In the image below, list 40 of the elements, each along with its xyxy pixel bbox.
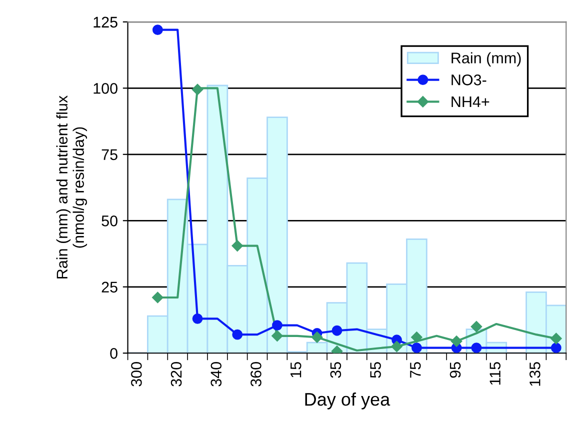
point	[192, 84, 204, 96]
point	[550, 342, 562, 354]
y-tick-label: 25	[102, 282, 118, 293]
x-tick-label: 135	[530, 362, 540, 386]
point	[232, 329, 243, 340]
x-axis-title: Day of yea	[305, 392, 390, 410]
x-tick-label: 95	[450, 362, 461, 378]
point	[152, 24, 163, 36]
point	[450, 336, 462, 347]
x-tick-label: 360	[250, 362, 262, 386]
y-tick-label: 75	[102, 149, 118, 160]
x-tick-label: 300	[131, 362, 142, 386]
y-tick-label: 125	[94, 16, 118, 28]
x-tick-label: 320	[170, 362, 182, 386]
x-tick-label: 35	[330, 362, 342, 378]
legend-label: NH4+	[452, 96, 490, 108]
point	[152, 292, 164, 304]
point	[471, 342, 482, 354]
point	[332, 325, 342, 336]
legend-label: NO3-	[452, 74, 486, 86]
point	[272, 330, 283, 342]
legend-label: Rain (mm)	[452, 52, 521, 66]
x-tick-label: 55	[370, 362, 381, 378]
y-tick-label: 0	[110, 348, 118, 359]
x-tick-label: 115	[490, 362, 500, 385]
y-axis-title: Rain (mm) and nutrient flux (nmol/g resin/day)	[56, 96, 88, 278]
point	[311, 332, 323, 343]
y-tick-label: 50	[102, 216, 118, 226]
point	[411, 332, 422, 343]
y-tick-label: 100	[94, 83, 118, 94]
point	[470, 321, 482, 332]
point	[272, 320, 282, 331]
point	[391, 340, 402, 352]
point	[232, 240, 243, 252]
x-tick-label: 15	[290, 362, 302, 378]
x-tick-label: 75	[410, 362, 421, 378]
point	[411, 342, 422, 354]
x-tick-label: 340	[210, 362, 222, 386]
point	[192, 313, 203, 324]
point	[550, 332, 562, 344]
